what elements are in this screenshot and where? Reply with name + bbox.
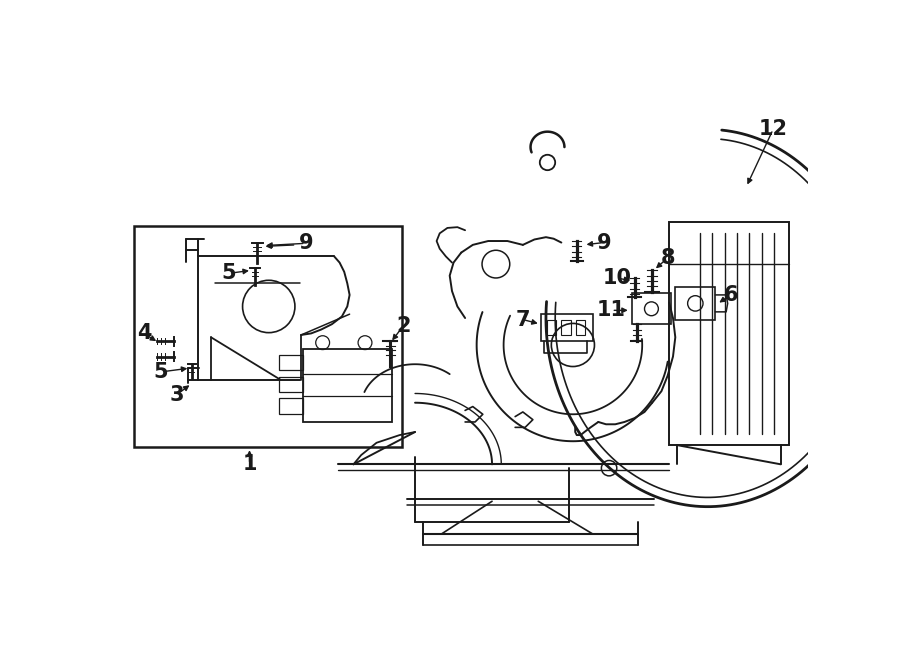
Text: 1: 1 [242,454,256,475]
Text: 5: 5 [221,263,236,284]
Bar [279,377,303,392]
Bar [576,319,585,335]
Bar [669,222,788,445]
Text: 10: 10 [602,268,631,288]
Text: 2: 2 [396,316,410,336]
Bar [279,355,303,370]
Text: 9: 9 [299,233,313,253]
Bar [541,314,593,341]
Text: 11: 11 [597,300,626,321]
Bar [303,349,392,422]
Text: 12: 12 [759,120,788,139]
Text: 3: 3 [169,385,184,405]
Bar [546,319,556,335]
Bar [675,288,716,319]
Bar [279,398,303,414]
Text: 6: 6 [724,285,738,305]
Bar [562,319,571,335]
Bar [134,225,402,447]
Text: 4: 4 [137,323,151,344]
Text: 8: 8 [661,248,675,268]
Bar [632,293,670,324]
Text: 7: 7 [516,309,530,330]
Text: 9: 9 [597,233,611,253]
Text: 5: 5 [154,362,168,382]
